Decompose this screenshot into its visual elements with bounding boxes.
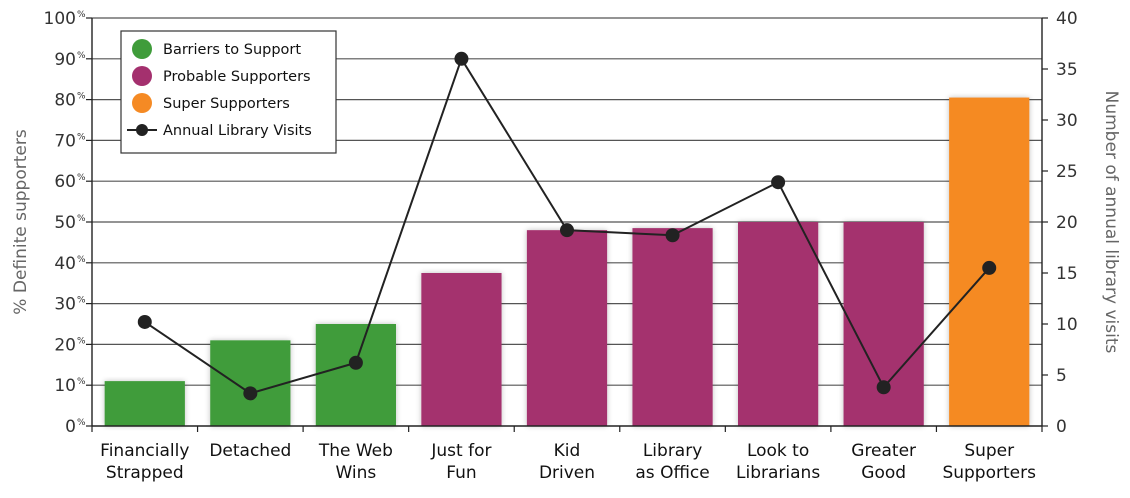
category-label-line: Fun [446,463,476,483]
legend-label: Annual Library Visits [163,123,312,139]
legend-label: Probable Supporters [163,69,311,85]
left-tick-label: 60 [54,172,76,192]
category-label-line: Good [861,463,906,483]
left-tick-suffix: % [77,132,86,142]
left-tick-suffix: % [77,296,86,306]
right-axis-title: Number of annual library visits [1101,91,1121,354]
legend-swatch [132,93,152,113]
category-label-line: Kid [554,441,581,461]
legend-swatch [132,66,152,86]
legend-label: Super Supporters [163,96,290,112]
category-label: Greater Good [851,441,916,483]
visits-point [454,51,469,66]
right-tick-label: 25 [1056,162,1078,182]
visits-point [665,228,680,243]
visits-point [137,314,152,329]
visits-point [876,380,891,395]
category-label: Kid Driven [539,441,595,483]
category-label: Detached [209,441,291,461]
bars [104,97,1030,426]
left-tick-label: 30 [54,295,76,315]
left-tick-suffix: % [77,92,86,102]
category-label: Just for Fun [430,441,491,483]
left-tick-suffix: % [77,214,86,224]
category-label-line: Library [643,441,702,461]
left-tick-suffix: % [77,255,86,265]
right-tick-label: 5 [1056,366,1067,386]
axes [86,17,1048,432]
legend-marker [136,124,148,136]
category-label-line: Driven [539,463,595,483]
bar [104,381,185,426]
visits-point [243,386,258,401]
right-tick-label: 0 [1056,417,1067,437]
left-tick-suffix: % [77,377,86,387]
left-tick-label: 90 [54,50,76,70]
category-label: Super Supporters [942,441,1036,483]
legend-swatch [132,39,152,59]
bar [738,222,819,426]
right-tick-label: 35 [1056,60,1078,80]
right-tick-label: 20 [1056,213,1078,233]
legend: Barriers to Support Probable Supporters Su… [120,30,337,154]
category-label: Financially Strapped [100,441,189,483]
category-label: Library as Office [635,441,709,483]
left-tick-label: 20 [54,335,76,355]
left-tick-suffix: % [77,173,86,183]
category-label-line: Greater [851,441,916,461]
left-tick-label: 50 [54,213,76,233]
category-label-line: Wins [335,463,376,483]
left-axis-title: % Definite supporters [11,129,31,315]
labels: 0 %10 %20 %30 %40 %50 %60 %70 %80 %90 %100 %0510152… [11,9,1121,483]
category-label-line: as Office [635,463,709,483]
bar [315,324,396,426]
left-tick-label: 100 [44,9,76,29]
right-tick-label: 15 [1056,264,1078,284]
category-label: The Web Wins [318,441,393,483]
category-label-line: Financially [100,441,189,461]
category-label-line: Super [964,441,1014,461]
category-label-line: Supporters [942,463,1036,483]
left-tick-label: 10 [54,376,76,396]
left-tick-label: 80 [54,91,76,111]
left-tick-label: 70 [54,131,76,151]
bar [526,230,608,426]
legend-label: Barriers to Support [163,42,301,58]
visits-line [137,51,997,401]
visits-point [348,355,363,370]
left-tick-label: 0 [65,417,76,437]
left-tick-suffix: % [77,336,86,346]
bar [421,273,502,426]
bar [210,340,291,426]
left-tick-suffix: % [77,418,86,428]
right-tick-label: 10 [1056,315,1078,335]
right-tick-label: 40 [1056,9,1078,29]
category-label-line: The Web [318,441,393,461]
category-label: Look to Librarians [736,441,820,483]
right-tick-label: 30 [1056,111,1078,131]
visits-point [982,260,997,275]
left-tick-label: 40 [54,254,76,274]
legend-box [120,30,337,154]
category-label-line: Strapped [106,463,184,483]
category-label-line: Just for [430,441,491,461]
left-tick-suffix: % [77,51,86,61]
visits-point [560,223,574,238]
category-label-line: Librarians [736,463,820,483]
bar [843,222,924,426]
visits-point [771,175,786,190]
bar [632,228,713,426]
category-label-line: Look to [747,441,809,461]
category-label-line: Detached [209,441,291,461]
left-tick-suffix: % [77,10,86,20]
